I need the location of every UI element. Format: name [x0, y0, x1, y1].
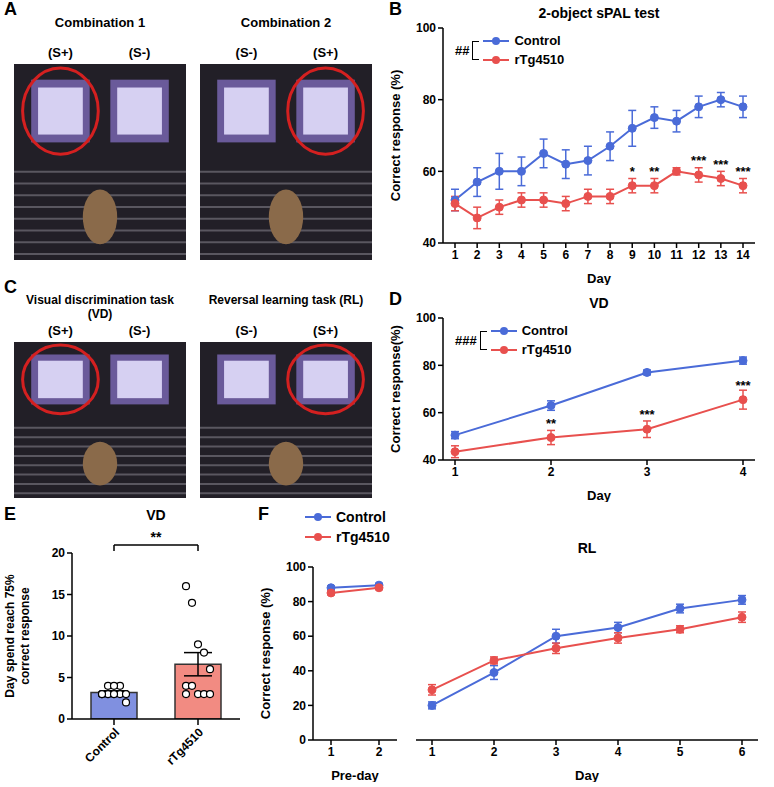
svg-text:**: **: [649, 164, 660, 179]
svg-text:5: 5: [58, 671, 65, 685]
html-text:(S-): (S-): [128, 323, 151, 338]
svg-text:***: ***: [691, 153, 707, 168]
svg-text:Correct response(%): Correct response(%): [388, 325, 403, 453]
svg-text:3: 3: [644, 465, 651, 479]
html-text:F: F: [258, 504, 269, 524]
html-text:(S-): (S-): [128, 45, 151, 60]
svg-text:***: ***: [639, 407, 655, 422]
html-text:RL: RL: [577, 540, 597, 556]
svg-text:15: 15: [52, 588, 66, 602]
svg-text:40: 40: [423, 236, 437, 250]
svg-text:1: 1: [429, 745, 436, 759]
svg-text:Control: Control: [82, 725, 122, 765]
svg-text:0: 0: [299, 733, 306, 747]
svg-text:2: 2: [376, 745, 383, 759]
svg-text:Pre-day: Pre-day: [331, 768, 379, 782]
svg-text:60: 60: [423, 406, 437, 420]
html-text:C: C: [4, 277, 17, 297]
html-text:2-object sPAL test: 2-object sPAL test: [538, 5, 660, 21]
html-text:VD: VD: [589, 295, 609, 311]
html-text:A: A: [4, 0, 17, 19]
svg-text:7: 7: [585, 248, 592, 262]
svg-text:**: **: [546, 416, 557, 431]
html-text:B: B: [389, 0, 402, 19]
svg-text:*: *: [630, 164, 636, 179]
html-text:(S+): (S+): [48, 323, 73, 338]
svg-text:Correct response (%): Correct response (%): [258, 588, 273, 719]
html-text:(S+): (S+): [313, 45, 338, 60]
html-text:VD: VD: [146, 507, 166, 523]
svg-text:1: 1: [452, 248, 459, 262]
svg-text:13: 13: [714, 248, 728, 262]
html-text:(S+): (S+): [313, 323, 338, 338]
svg-text:20: 20: [293, 699, 307, 713]
svg-text:14: 14: [736, 248, 750, 262]
svg-text:60: 60: [423, 165, 437, 179]
svg-text:80: 80: [423, 359, 437, 373]
html-text:Day spend reach 75% correct re: Day spend reach 75% correct response: [3, 574, 32, 698]
svg-text:Day: Day: [587, 271, 612, 285]
svg-text:2: 2: [474, 248, 481, 262]
svg-text:12: 12: [692, 248, 706, 262]
svg-text:0: 0: [58, 712, 65, 726]
html-text:Control: Control: [514, 33, 561, 48]
html-text:(S-): (S-): [235, 323, 258, 338]
html-text:Control: Control: [336, 509, 386, 525]
svg-text:80: 80: [293, 595, 307, 609]
svg-text:5: 5: [677, 745, 684, 759]
svg-text:1: 1: [328, 745, 335, 759]
html-text:Combination 2: Combination 2: [240, 15, 332, 30]
svg-text:2: 2: [548, 465, 555, 479]
svg-text:3: 3: [496, 248, 503, 262]
html-text:rTg4510: rTg4510: [514, 52, 565, 67]
html-text:Control: Control: [521, 323, 568, 338]
svg-text:10: 10: [52, 629, 66, 643]
svg-text:**: **: [151, 529, 162, 545]
svg-text:20: 20: [52, 546, 66, 560]
svg-text:80: 80: [423, 93, 437, 107]
svg-text:8: 8: [607, 248, 614, 262]
svg-text:4: 4: [740, 465, 747, 479]
html-text:rTg4510: rTg4510: [521, 342, 572, 357]
svg-text:100: 100: [286, 560, 306, 574]
svg-text:Day: Day: [587, 488, 612, 502]
svg-text:11: 11: [670, 248, 683, 262]
html-text:rTg4510: rTg4510: [336, 529, 390, 545]
svg-text:5: 5: [540, 248, 547, 262]
svg-text:9: 9: [629, 248, 636, 262]
svg-text:60: 60: [293, 629, 307, 643]
html-text:Combination 1: Combination 1: [54, 15, 146, 30]
html-text:(S-): (S-): [235, 45, 258, 60]
html-text:D: D: [389, 289, 402, 309]
svg-text:100: 100: [416, 21, 436, 35]
svg-text:4: 4: [615, 745, 622, 759]
svg-text:40: 40: [423, 453, 437, 467]
svg-text:6: 6: [562, 248, 569, 262]
html-text:Reversal learning task (RL): Reversal learning task (RL): [208, 293, 364, 307]
svg-text:3: 3: [553, 745, 560, 759]
svg-text:***: ***: [735, 164, 751, 179]
svg-text:Day: Day: [575, 768, 600, 782]
html-text:E: E: [4, 504, 16, 524]
html-text:(S+): (S+): [48, 45, 73, 60]
svg-text:2: 2: [491, 745, 498, 759]
svg-text:***: ***: [713, 157, 729, 172]
svg-text:1: 1: [452, 465, 459, 479]
svg-text:6: 6: [739, 745, 746, 759]
svg-text:100: 100: [416, 311, 436, 325]
html-text:Visual discrimination task (VD: Visual discrimination task (VD): [26, 293, 174, 321]
svg-text:***: ***: [735, 378, 751, 393]
svg-text:40: 40: [293, 664, 307, 678]
svg-text:4: 4: [518, 248, 525, 262]
svg-text:Correct response (%): Correct response (%): [388, 70, 403, 201]
svg-text:10: 10: [648, 248, 662, 262]
svg-text:rTg4510: rTg4510: [164, 725, 207, 768]
